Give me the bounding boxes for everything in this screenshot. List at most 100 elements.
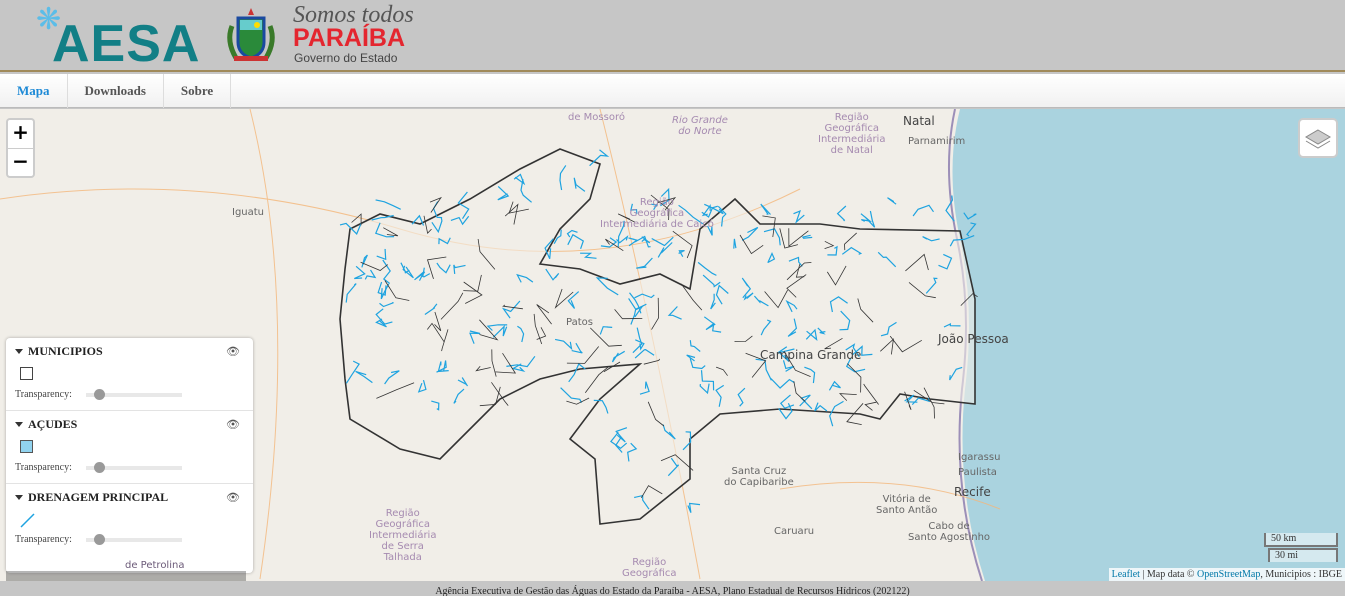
gov-subtitle: Governo do Estado: [294, 51, 398, 65]
municipality-boundary: [533, 313, 543, 345]
leaflet-link[interactable]: Leaflet: [1111, 569, 1140, 580]
transparency-slider[interactable]: [85, 388, 182, 400]
river-segment: [887, 197, 897, 205]
municipality-boundary: [423, 215, 432, 235]
legend-toggle-acudes[interactable]: AÇUDES: [15, 417, 244, 432]
municipality-boundary: [880, 338, 894, 355]
river-segment: [741, 226, 759, 241]
river-segment: [801, 234, 813, 239]
municipality-boundary: [824, 240, 835, 249]
river-segment: [845, 343, 860, 358]
eye-icon[interactable]: 👁: [226, 492, 240, 504]
river-segment: [911, 397, 930, 406]
legend-toggle-municipios[interactable]: MUNICIPIOS: [15, 344, 244, 359]
river-segment: [782, 360, 795, 372]
eye-icon[interactable]: 👁: [226, 419, 240, 431]
river-segment: [628, 237, 639, 247]
layers-icon: [1305, 129, 1331, 149]
layer-legend-panel: MUNICIPIOS 👁 Transparency: AÇUDES 👁 Tran…: [6, 338, 253, 581]
municipality-boundary: [650, 194, 670, 221]
river-segment: [375, 199, 401, 210]
municipality-boundary: [786, 262, 812, 281]
label-rgi-natal: Região Geográfica Intermediária de Natal: [818, 112, 886, 156]
municipality-boundary: [440, 292, 464, 320]
municipality-boundary: [502, 304, 523, 310]
zoom-out-button[interactable]: −: [8, 148, 33, 176]
slider-handle[interactable]: [93, 388, 105, 400]
municipality-boundary: [495, 352, 517, 374]
footer: Agência Executiva de Gestão das Águas do…: [435, 586, 910, 596]
paraiba-state-outline: [339, 148, 976, 525]
river-segment: [864, 210, 876, 228]
river-segment: [760, 319, 772, 336]
river-segment: [589, 149, 610, 167]
scale-km: 50 km: [1264, 533, 1338, 547]
river-segment: [678, 250, 685, 257]
municipality-boundary: [660, 454, 694, 471]
municipality-boundary: [647, 401, 665, 427]
river-segment: [778, 352, 790, 362]
municipality-boundary: [838, 393, 857, 401]
river-segment: [615, 427, 628, 443]
municipality-boundary: [857, 298, 874, 323]
municipality-boundary: [889, 335, 923, 353]
river-segment: [553, 229, 562, 244]
river-segment: [469, 330, 481, 344]
legend-toggle-drenagem[interactable]: DRENAGEM PRINCIPAL: [15, 490, 244, 505]
municipality-boundary: [643, 358, 660, 365]
river-segment: [520, 179, 532, 203]
slider-handle[interactable]: [93, 461, 105, 473]
municipality-boundary: [672, 230, 693, 259]
river-segment: [949, 235, 975, 247]
river-segment: [743, 292, 754, 301]
river-segment: [627, 442, 638, 462]
municipality-boundary: [479, 319, 499, 341]
layers-button[interactable]: [1298, 118, 1338, 158]
label-campina-grande: Campina Grande: [760, 348, 862, 362]
river-segment: [492, 325, 508, 338]
aesa-logo[interactable]: AESA: [52, 15, 201, 73]
transparency-slider[interactable]: [85, 461, 182, 473]
eye-icon[interactable]: 👁: [226, 346, 240, 358]
river-segment: [880, 321, 897, 337]
municipality-boundary: [566, 346, 600, 364]
tab-sobre[interactable]: Sobre: [164, 74, 232, 108]
river-segment: [662, 424, 676, 440]
river-segment: [667, 457, 680, 477]
municipality-boundary: [762, 215, 776, 238]
zoom-in-button[interactable]: +: [12, 120, 29, 144]
municipality-boundary: [383, 227, 399, 237]
legend-title: AÇUDES: [28, 417, 78, 431]
tab-mapa[interactable]: Mapa: [0, 74, 68, 108]
river-segment: [763, 228, 781, 246]
municipality-boundary: [554, 288, 574, 309]
river-segment: [511, 363, 526, 372]
label-joao-pessoa: João Pessoa: [938, 332, 1009, 346]
river-segment: [712, 322, 722, 333]
river-segment: [793, 210, 805, 224]
label-rio-grande-do-norte: Rio Grande do Norte: [672, 115, 728, 137]
river-segment: [804, 366, 816, 384]
river-segment: [678, 204, 704, 225]
river-segment: [925, 277, 938, 294]
river-segment: [701, 204, 711, 217]
map[interactable]: de Mossoró Rio Grande do Norte Natal Par…: [0, 109, 1345, 581]
river-segment: [384, 370, 400, 385]
river-segment: [560, 387, 583, 403]
osm-link[interactable]: OpenStreetMap: [1197, 569, 1261, 580]
river-segment: [949, 366, 963, 381]
river-segment: [339, 222, 362, 235]
municipality-boundary: [475, 365, 491, 372]
river-segment: [963, 212, 977, 220]
river-segment: [733, 238, 737, 249]
transparency-slider[interactable]: [85, 533, 182, 545]
legend-section-acudes: AÇUDES 👁 Transparency:: [6, 411, 253, 484]
river-segment: [657, 242, 673, 258]
slider-handle[interactable]: [93, 533, 105, 545]
municipality-boundary: [734, 335, 753, 342]
river-segment: [651, 236, 674, 247]
label-iguatu: Iguatu: [232, 207, 265, 218]
river-segment: [545, 268, 560, 281]
tab-downloads[interactable]: Downloads: [68, 74, 164, 108]
label-igarassu: Igarassu: [958, 452, 1001, 463]
